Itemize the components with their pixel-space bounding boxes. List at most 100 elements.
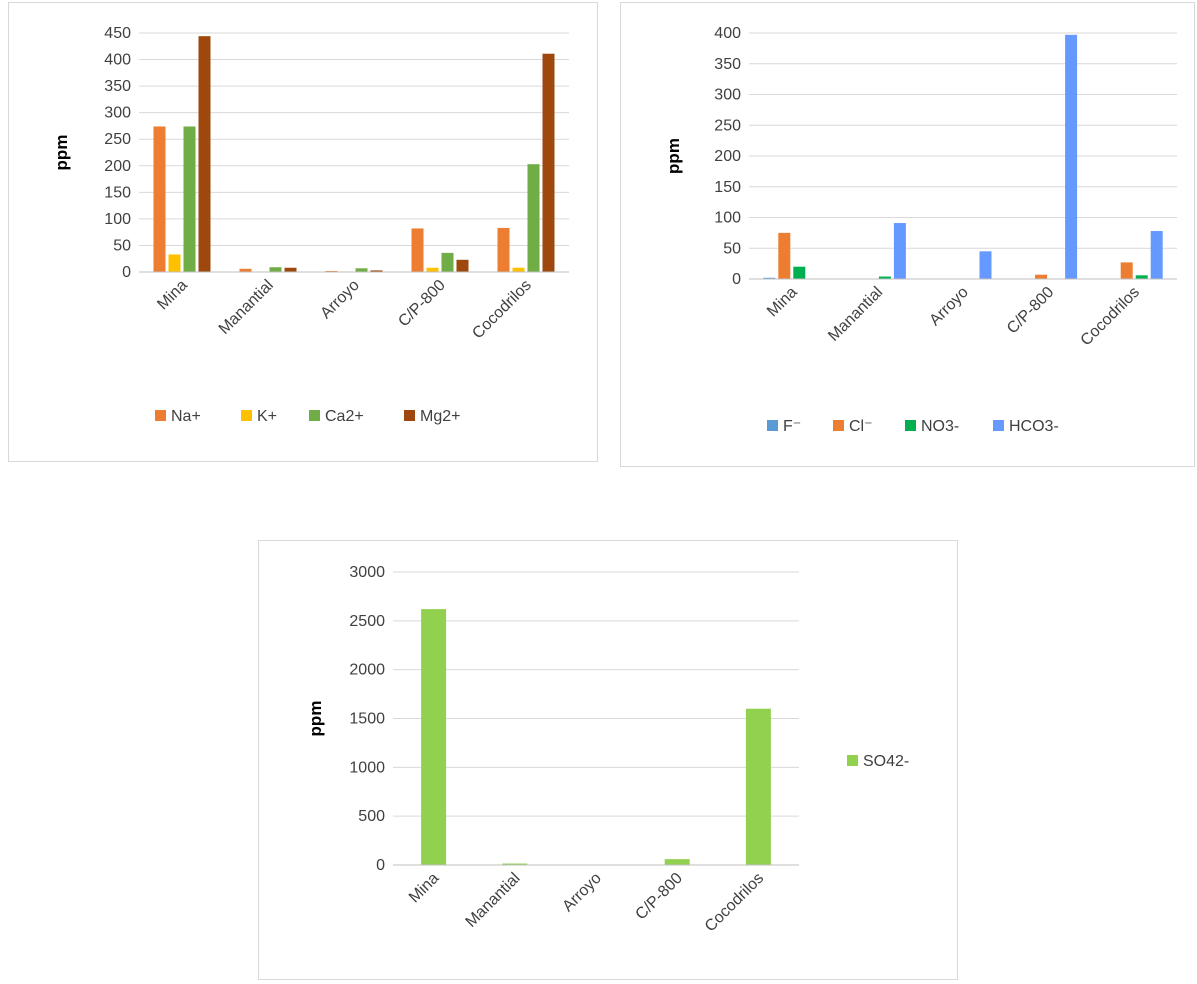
bar (1150, 231, 1163, 279)
x-tick-label: Cocodrilos (469, 277, 534, 342)
x-tick-label: Arroyo (317, 277, 362, 322)
legend-label: K+ (257, 408, 277, 425)
x-tick-label: Cocodrilos (1078, 284, 1143, 349)
x-tick-label: Cocodrilos (702, 870, 767, 935)
bar (355, 268, 368, 272)
bar (269, 267, 282, 272)
y-tick-label: 100 (104, 211, 131, 228)
bar (1135, 275, 1148, 279)
bar (1120, 262, 1133, 279)
chart-panel-cations: 0 50 100 150 200 250 300 350 400 450 ppm Mina Manant… (8, 2, 598, 462)
legend-label: Ca2+ (325, 408, 364, 425)
y-tick-label: 2500 (349, 613, 385, 630)
x-tick-label: Manantial (825, 284, 886, 345)
legend-label: HCO3- (1009, 418, 1059, 435)
x-tick-label: C/P-800 (395, 277, 449, 331)
legend-swatch (767, 420, 778, 431)
y-tick-label: 200 (714, 148, 741, 165)
legend-label: SO42- (863, 753, 909, 770)
legend-swatch (309, 410, 320, 421)
x-tick-label: Mina (154, 277, 191, 314)
chart-panel-anions: 0 50 100 150 200 250 300 350 400 ppm Mina Manantial… (620, 2, 1195, 467)
bar (198, 36, 211, 272)
bar (878, 276, 891, 279)
legend-swatch (847, 755, 858, 766)
x-tick-label: C/P-800 (632, 870, 686, 924)
bar (542, 53, 555, 272)
y-tick-label: 250 (714, 117, 741, 134)
legend-swatch (993, 420, 1004, 431)
bar (745, 708, 771, 865)
y-tick-label: 0 (122, 264, 131, 281)
anions-bar-chart: 0 50 100 150 200 250 300 350 400 ppm Mina Manantial… (664, 25, 1177, 435)
y-tick-label: 0 (732, 271, 741, 288)
y-tick-label: 150 (714, 179, 741, 196)
y-axis-label: ppm (52, 135, 71, 171)
y-tick-label: 250 (104, 131, 131, 148)
bar (1035, 274, 1048, 279)
bar (239, 268, 252, 272)
x-tick-label: Manantial (463, 870, 524, 931)
legend-label: F⁻ (783, 418, 801, 435)
x-tick-label: Mina (406, 870, 443, 907)
legend-swatch (404, 410, 415, 421)
bar (168, 254, 181, 272)
legend-label: NO3- (921, 418, 959, 435)
y-tick-label: 400 (714, 25, 741, 42)
bar (411, 228, 424, 272)
x-tick-label: Arroyo (559, 870, 604, 915)
y-tick-label: 300 (714, 87, 741, 104)
bar (979, 251, 992, 279)
y-tick-label: 150 (104, 184, 131, 201)
x-tick-label: Arroyo (926, 284, 971, 329)
y-tick-label: 50 (723, 240, 741, 257)
legend-swatch (833, 420, 844, 431)
y-tick-label: 1000 (349, 759, 385, 776)
bar (527, 164, 540, 272)
x-tick-label: Mina (764, 284, 801, 321)
y-axis-label: ppm (306, 701, 325, 737)
bar (426, 267, 439, 272)
y-tick-label: 300 (104, 105, 131, 122)
bar (664, 859, 690, 865)
y-tick-label: 1500 (349, 711, 385, 728)
bar (441, 252, 454, 272)
bar (153, 126, 166, 272)
bar (512, 267, 525, 272)
y-tick-label: 200 (104, 158, 131, 175)
bar (1065, 34, 1078, 279)
y-tick-label: 3000 (349, 564, 385, 581)
y-tick-label: 100 (714, 210, 741, 227)
bar (502, 863, 528, 865)
y-tick-label: 350 (714, 56, 741, 73)
cations-bar-chart: 0 50 100 150 200 250 300 350 400 450 ppm Mina Manant… (52, 25, 569, 425)
legend-label: Cl⁻ (849, 418, 873, 435)
legend-swatch (241, 410, 252, 421)
y-tick-label: 50 (113, 237, 131, 254)
bar (497, 227, 510, 272)
legend-swatch (905, 420, 916, 431)
legend-label: Na+ (171, 408, 201, 425)
sulfate-bar-chart: 0 500 1000 1500 2000 2500 3000 ppm Mina Manantial… (306, 564, 909, 935)
bar (793, 266, 806, 279)
bar (763, 277, 776, 279)
bar (284, 267, 297, 272)
y-tick-label: 0 (376, 857, 385, 874)
x-tick-label: Manantial (216, 277, 277, 338)
y-tick-label: 350 (104, 78, 131, 95)
y-tick-label: 2000 (349, 662, 385, 679)
chart-panel-sulfate: 0 500 1000 1500 2000 2500 3000 ppm Mina Manantial… (258, 540, 958, 980)
bar (893, 223, 906, 279)
bar (370, 270, 383, 272)
bar (183, 126, 196, 272)
y-tick-label: 500 (358, 808, 385, 825)
y-tick-label: 450 (104, 25, 131, 42)
bar (325, 270, 338, 272)
bar (421, 609, 447, 865)
x-tick-label: C/P-800 (1004, 284, 1058, 338)
y-axis-label: ppm (664, 138, 683, 174)
y-tick-label: 400 (104, 52, 131, 69)
bar (456, 259, 469, 272)
legend-label: Mg2+ (420, 408, 460, 425)
legend-swatch (155, 410, 166, 421)
